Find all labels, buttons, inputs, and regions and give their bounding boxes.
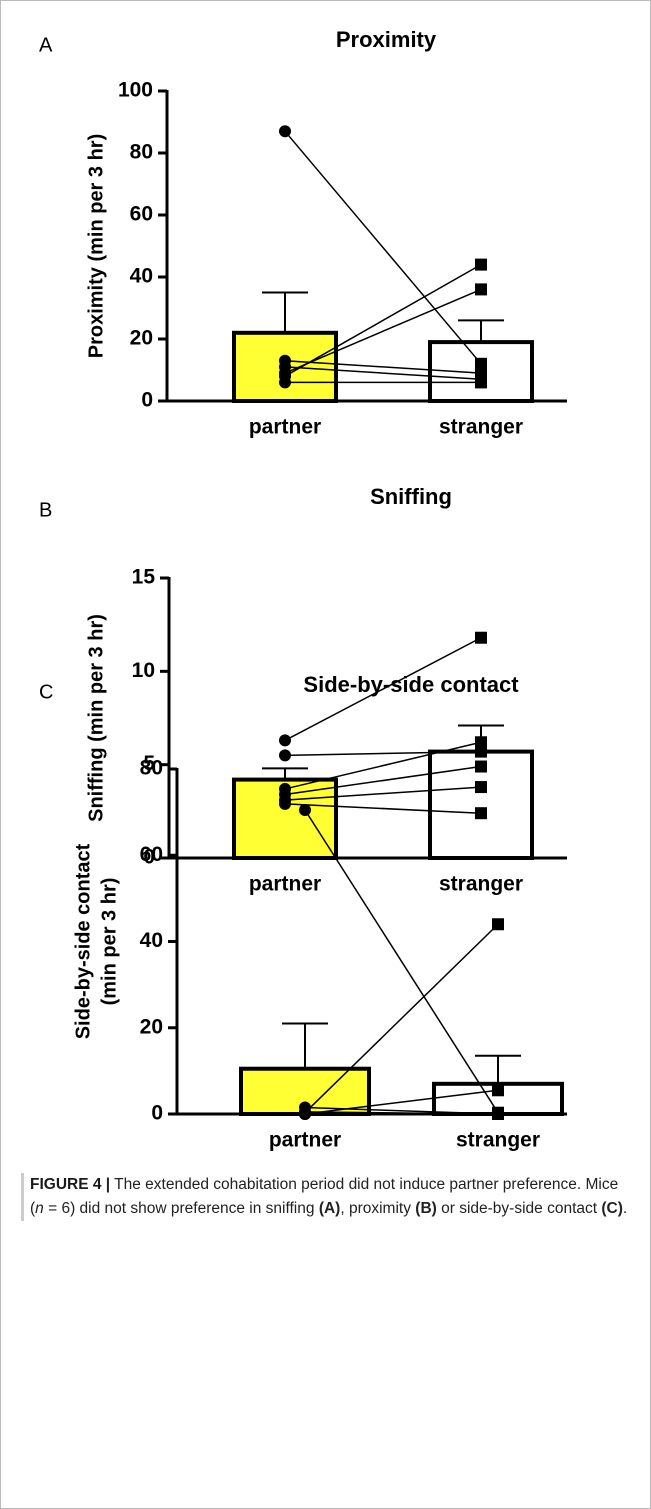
y-tick-label: 15 xyxy=(132,566,156,589)
point xyxy=(475,781,487,794)
y-axis-label: Sniffing (min per 3 hr) xyxy=(85,614,107,822)
y-tick-label: 0 xyxy=(151,1102,163,1125)
chart-title: Side-by-side contact xyxy=(303,672,519,697)
point xyxy=(279,749,291,762)
point xyxy=(492,918,504,931)
pair-line xyxy=(304,923,499,1114)
point xyxy=(475,258,487,271)
caption-text: (B) xyxy=(415,1200,437,1217)
caption: FIGURE 4 | The extended cohabitation per… xyxy=(21,1173,630,1221)
point xyxy=(279,376,291,389)
point xyxy=(475,283,487,296)
point xyxy=(279,125,291,138)
point xyxy=(475,376,487,389)
panel-label: A xyxy=(39,34,53,56)
caption-text: (C) xyxy=(601,1200,623,1217)
chart-title: Proximity xyxy=(336,27,437,52)
panel-label: B xyxy=(39,499,52,521)
x-tick-label: partner xyxy=(249,873,321,896)
pair-line xyxy=(284,750,482,757)
caption-text: . xyxy=(622,1200,628,1217)
y-tick-label: 0 xyxy=(141,389,153,412)
y-tick-label: 60 xyxy=(140,843,163,866)
point xyxy=(475,357,487,370)
pair-line xyxy=(304,1089,499,1115)
pair-line xyxy=(284,637,482,742)
point xyxy=(279,797,291,810)
point xyxy=(475,631,487,644)
x-tick-label: stranger xyxy=(439,873,523,896)
x-tick-label: partner xyxy=(269,1129,341,1152)
pair-line xyxy=(304,809,499,1114)
y-tick-label: 20 xyxy=(140,1015,163,1038)
y-tick-label: 40 xyxy=(140,929,163,952)
x-tick-label: stranger xyxy=(456,1129,540,1152)
y-tick-label: 20 xyxy=(130,327,153,350)
y-axis-label: (min per 3 hr) xyxy=(98,878,120,1006)
y-tick-label: 100 xyxy=(118,79,153,102)
x-tick-label: partner xyxy=(249,416,321,439)
y-tick-label: 40 xyxy=(130,265,153,288)
pair-line xyxy=(284,288,482,374)
caption-text: or side-by-side contact xyxy=(436,1200,602,1217)
chart-title: Sniffing xyxy=(370,484,452,509)
panel-label: C xyxy=(39,681,53,703)
caption-separator: | xyxy=(105,1176,111,1193)
point xyxy=(279,360,291,373)
y-tick-label: 5 xyxy=(143,752,155,775)
pair-line xyxy=(284,359,482,374)
pair-line xyxy=(284,366,482,381)
caption-text: (A) xyxy=(318,1200,341,1217)
pair-line xyxy=(284,803,482,814)
y-axis-label: Side-by-side contact xyxy=(72,843,94,1039)
point xyxy=(475,760,487,773)
y-tick-label: 80 xyxy=(130,141,153,164)
point xyxy=(299,803,311,816)
point xyxy=(475,807,487,820)
point xyxy=(475,736,487,749)
pair-line xyxy=(284,741,482,790)
caption-text: n xyxy=(35,1200,44,1217)
caption-text: = 6) did not show preference in sniffing xyxy=(43,1200,319,1217)
caption-text: , proximity xyxy=(340,1200,416,1217)
charts: A Proximity Proximity (min per 3 hr) 0 20 40 6… xyxy=(39,27,567,1152)
y-tick-label: 10 xyxy=(132,659,155,682)
y-tick-label: 80 xyxy=(140,757,163,780)
x-tick-label: stranger xyxy=(439,416,523,439)
y-tick-label: 60 xyxy=(130,203,153,226)
point xyxy=(475,745,487,758)
pair-line xyxy=(284,263,482,377)
caption-label: FIGURE 4 xyxy=(30,1176,102,1193)
caption-text: The extended cohabitation period did not… xyxy=(30,1176,619,1217)
point xyxy=(492,1084,504,1097)
pair-line xyxy=(284,786,482,801)
y-tick-label: 0 xyxy=(143,846,155,869)
pair-line xyxy=(284,130,482,365)
pair-line xyxy=(284,765,482,796)
y-axis-label: Proximity (min per 3 hr) xyxy=(85,134,107,359)
point xyxy=(279,734,291,747)
